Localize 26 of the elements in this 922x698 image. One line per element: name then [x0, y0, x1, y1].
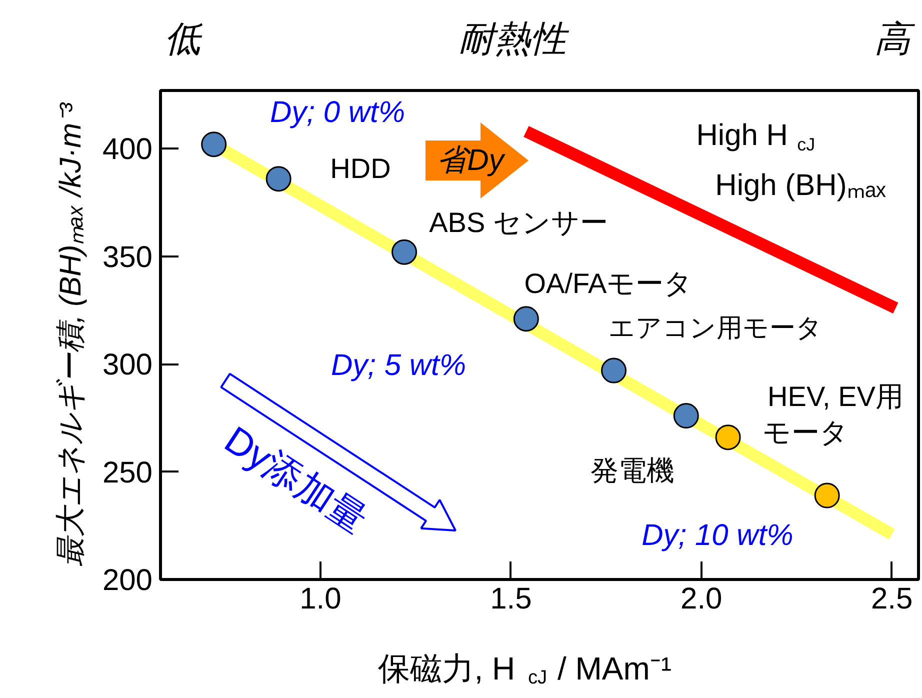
annotation: Dy; 0 wt%	[270, 96, 406, 129]
y-tick-label: 200	[102, 564, 153, 597]
annotation: Dy添加量	[216, 418, 374, 542]
annotation: モータ	[762, 417, 848, 448]
text: 低	[164, 18, 204, 59]
y-tick-label: 300	[102, 348, 153, 382]
x-tick-label: 1.0	[300, 582, 342, 616]
y-tick-label: 250	[102, 456, 153, 490]
x-tick-label: 2.5	[870, 582, 913, 616]
annotation: Dy; 5 wt%	[330, 349, 466, 382]
text: 高	[874, 18, 916, 59]
annotation: HDD	[330, 153, 391, 184]
y-tick-label: 350	[102, 240, 153, 274]
x-tick-label: 1.5	[490, 582, 532, 616]
y-axis-title: 最大エネルギー積, (BH)ₘₐₓ /kJ·m⁻³	[54, 102, 88, 568]
annotation: OA/FAモータ	[524, 268, 693, 299]
annotation: 発電機	[590, 455, 674, 486]
x-tick-label: 2.0	[680, 582, 722, 616]
annotation: Dy; 10 wt%	[642, 519, 794, 552]
annotation: High (BH)ₘₐₓ	[715, 169, 886, 202]
text: 耐熱性	[458, 18, 570, 59]
y-tick-label: 400	[102, 133, 153, 166]
annotation: 省Dy	[437, 144, 506, 177]
annotation: ABS センサー	[429, 207, 608, 238]
annotation: エアコン用モータ	[608, 312, 822, 342]
annotation: HEV, EV用	[768, 381, 904, 412]
